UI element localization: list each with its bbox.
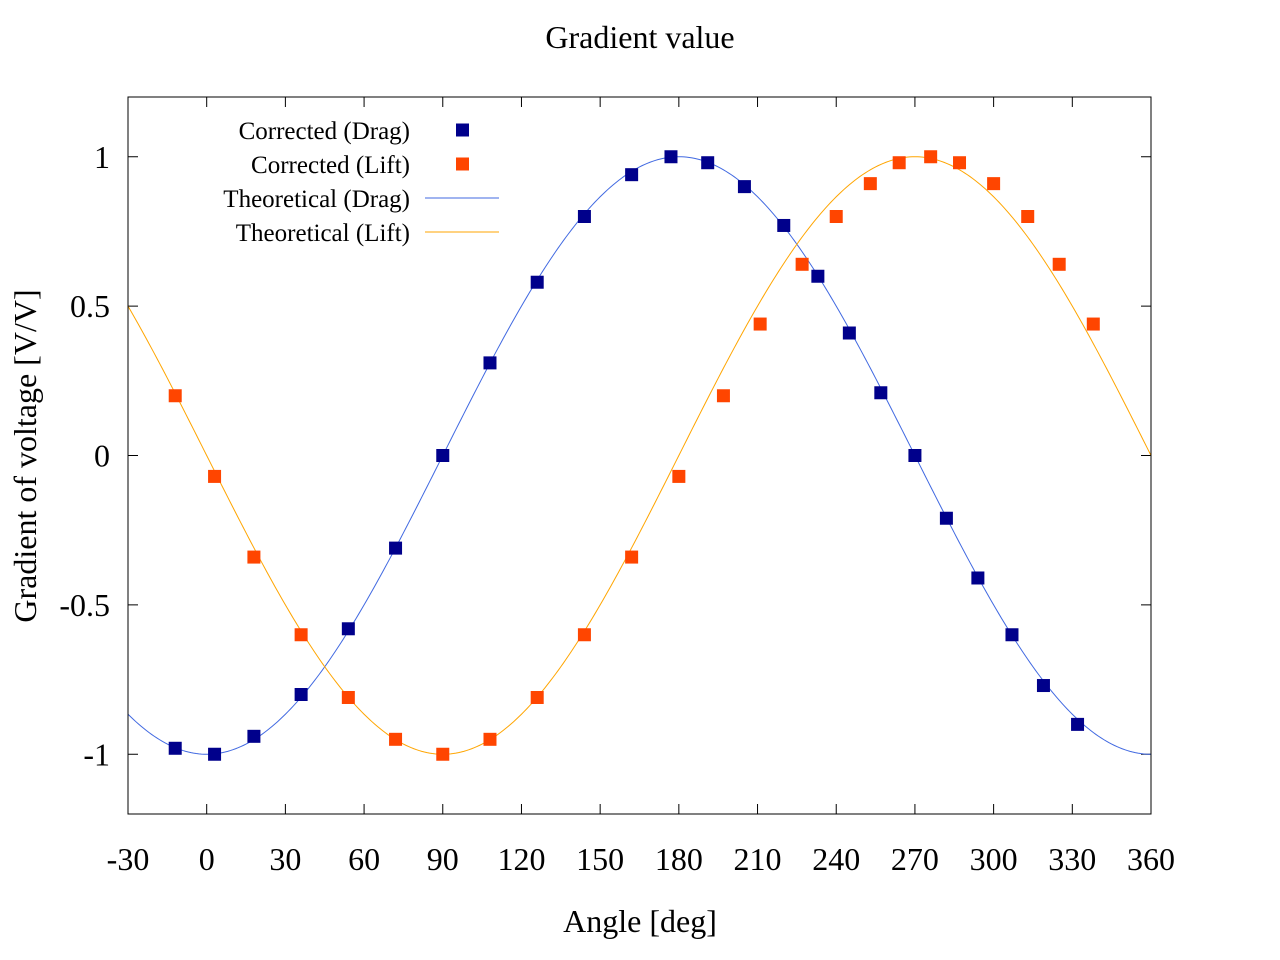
data-point (971, 571, 985, 585)
data-point (389, 541, 403, 555)
data-point (294, 628, 308, 642)
data-point (247, 550, 261, 564)
data-point (811, 269, 825, 283)
data-point (483, 732, 497, 746)
data-point (483, 356, 497, 370)
x-tick-label: 240 (812, 841, 860, 877)
x-tick-label: 330 (1048, 841, 1096, 877)
data-point (1071, 717, 1085, 731)
series-corrected-lift-points (168, 150, 1100, 761)
legend-label: Corrected (Drag) (239, 118, 410, 145)
x-tick-label: 270 (891, 841, 939, 877)
y-tick-label: 0 (94, 438, 110, 474)
legend-marker (456, 157, 469, 171)
legend-label: Theoretical (Lift) (236, 220, 410, 247)
legend-label: Corrected (Lift) (251, 152, 410, 179)
data-point (341, 690, 355, 704)
data-point (436, 747, 450, 761)
data-point (1086, 317, 1100, 331)
data-point (341, 622, 355, 636)
data-point (1005, 628, 1019, 642)
legend-marker (456, 123, 469, 137)
data-point (874, 386, 888, 400)
x-tick-label: 0 (199, 841, 215, 877)
x-tick-label: -30 (107, 841, 150, 877)
x-tick-label: 150 (576, 841, 624, 877)
x-tick-label: 90 (427, 841, 459, 877)
x-tick-label: 300 (970, 841, 1018, 877)
y-tick-label: 1 (94, 139, 110, 175)
legend-item: Theoretical (Lift) (236, 220, 499, 247)
data-point (625, 550, 639, 564)
data-point (737, 180, 751, 194)
data-point (863, 177, 877, 191)
legend-label: Theoretical (Drag) (223, 186, 410, 213)
data-point (247, 729, 261, 743)
data-point (1052, 257, 1066, 271)
y-tick-label: -0.5 (59, 587, 110, 623)
data-point (777, 218, 791, 232)
data-point (795, 257, 809, 271)
data-point (908, 449, 922, 462)
series-corrected-drag-points (168, 150, 1085, 761)
y-tick-label: -1 (83, 736, 110, 772)
data-point (1036, 679, 1050, 693)
data-point (577, 628, 591, 642)
legend-item: Corrected (Lift) (251, 152, 469, 179)
data-point (924, 150, 938, 164)
data-point (987, 177, 1001, 191)
data-point (208, 469, 222, 483)
x-tick-label: 120 (497, 841, 545, 877)
data-point (530, 690, 544, 704)
plot-frame (127, 96, 1152, 815)
x-tick-label: 30 (269, 841, 301, 877)
data-point (208, 747, 222, 761)
series-layer (128, 150, 1151, 761)
data-point (294, 688, 308, 701)
y-tick-label: 0.5 (70, 288, 110, 324)
x-axis-ticks: -30 0 30 60 90 120 150 180 210 240 270 300 330 360 (107, 97, 1175, 877)
data-point (892, 156, 906, 170)
data-point (1021, 210, 1035, 223)
data-point (701, 156, 715, 170)
data-point (625, 168, 639, 182)
legend-item: Theoretical (Drag) (223, 186, 499, 213)
data-point (716, 389, 730, 403)
data-point (389, 732, 403, 746)
y-axis-label: Gradient of voltage [V/V] (7, 289, 43, 622)
chart-title: Gradient value (545, 19, 734, 55)
data-point (168, 741, 182, 755)
x-tick-label: 180 (655, 841, 703, 877)
x-tick-label: 360 (1127, 841, 1175, 877)
x-axis-label: Angle [deg] (563, 903, 717, 939)
y-axis-ticks: 1 0.5 0 -0.5 -1 (59, 139, 1151, 772)
data-point (842, 326, 856, 340)
x-tick-label: 210 (734, 841, 782, 877)
data-point (829, 210, 843, 223)
data-point (577, 210, 591, 223)
legend-item: Corrected (Drag) (239, 118, 469, 145)
data-point (436, 449, 450, 462)
series-theoretical-lift (128, 156, 1151, 755)
theoretical-line (128, 156, 1151, 755)
data-point (939, 511, 953, 525)
data-point (168, 389, 182, 403)
legend: Corrected (Drag) Corrected (Lift) Theoreti… (223, 118, 499, 247)
data-point (664, 150, 678, 164)
data-point (672, 469, 686, 483)
data-point (753, 317, 767, 331)
x-tick-label: 60 (348, 841, 380, 877)
data-point (530, 275, 544, 289)
data-point (953, 156, 967, 170)
